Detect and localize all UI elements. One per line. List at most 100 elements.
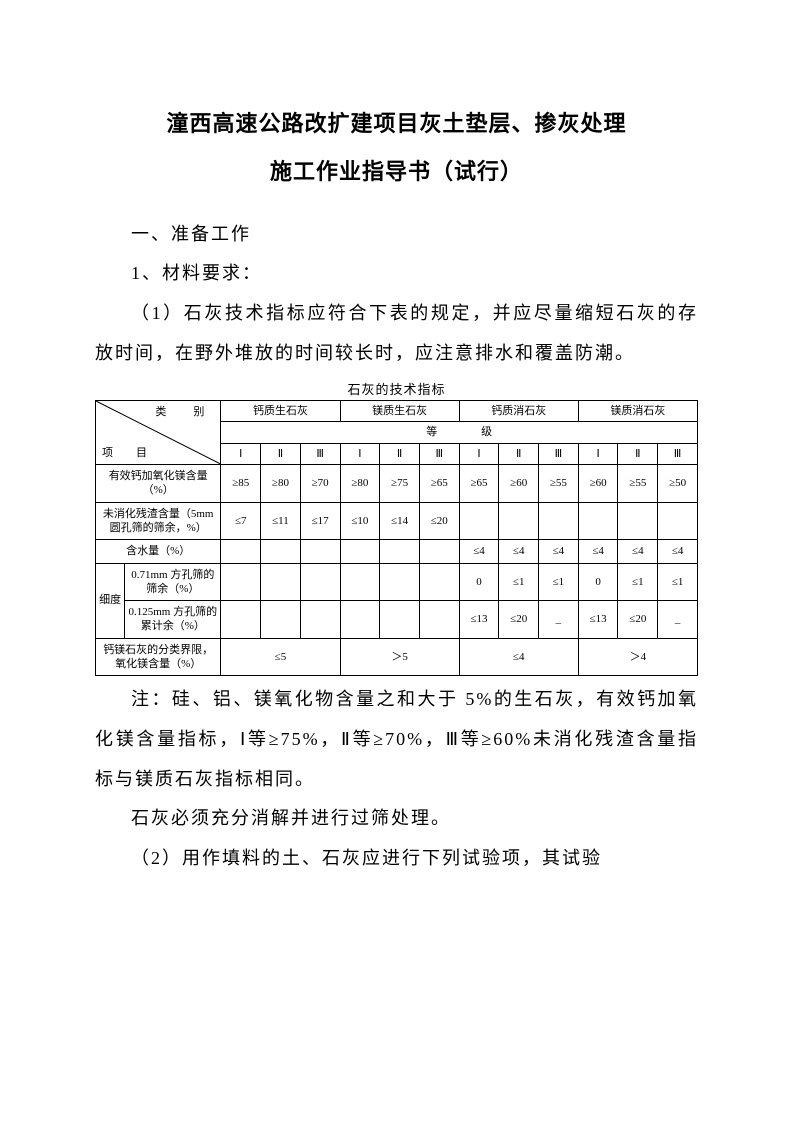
grade-col: Ⅰ: [578, 443, 618, 464]
grade-col: Ⅱ: [618, 443, 658, 464]
grade-col: Ⅱ: [499, 443, 539, 464]
grade-label: 等 级: [221, 422, 698, 443]
cell: ≥70: [300, 465, 340, 503]
cell: ≥65: [459, 465, 499, 503]
cell: ≤4: [539, 540, 579, 563]
grade-col: Ⅲ: [539, 443, 579, 464]
grade-col: Ⅲ: [658, 443, 698, 464]
group-header: 镁质消石灰: [578, 401, 697, 422]
fineness-label: 细度: [96, 563, 125, 638]
spec-table: 类 别 项 目 钙质生石灰 镁质生石灰 钙质消石灰 镁质消石灰 等 级 Ⅰ Ⅱ …: [95, 400, 698, 676]
cell: [300, 563, 340, 601]
table-row: 钙镁石灰的分类界限，氧化镁含量（%） ≤5 ＞5 ≤4 ＞4: [96, 638, 698, 676]
cell: ≥50: [658, 465, 698, 503]
cell: ≥65: [419, 465, 459, 503]
row-label: 0.125mm 方孔筛的累计余（%）: [125, 601, 221, 639]
row-label: 未消化残渣含量（5mm 圆孔筛的筛余，%）: [96, 502, 221, 540]
cell: ≥60: [499, 465, 539, 503]
table-row: 未消化残渣含量（5mm 圆孔筛的筛余，%） ≤7 ≤11 ≤17 ≤10 ≤14…: [96, 502, 698, 540]
group-header: 镁质生石灰: [340, 401, 459, 422]
cell: ≤13: [459, 601, 499, 639]
table-row: 0.125mm 方孔筛的累计余（%） ≤13 ≤20 _ ≤13 ≤20 _: [96, 601, 698, 639]
grade-col: Ⅲ: [419, 443, 459, 464]
cell: ≤14: [380, 502, 420, 540]
cell: ≤4: [499, 540, 539, 563]
cell: [658, 502, 698, 540]
cell: [261, 601, 301, 639]
cell: [340, 563, 380, 601]
grade-col: Ⅰ: [221, 443, 261, 464]
cell: ≤17: [300, 502, 340, 540]
cell: ≥55: [539, 465, 579, 503]
cell: [499, 502, 539, 540]
cell: [340, 601, 380, 639]
row-label: 钙镁石灰的分类界限，氧化镁含量（%）: [96, 638, 221, 676]
section-1-heading: 一、准备工作: [95, 215, 698, 255]
row-label: 含水量（%）: [96, 540, 221, 563]
doc-title-line1: 潼西高速公路改扩建项目灰土垫层、掺灰处理: [95, 100, 698, 148]
cell: [419, 563, 459, 601]
cell: ≥80: [340, 465, 380, 503]
grade-col: Ⅱ: [261, 443, 301, 464]
cell: [221, 601, 261, 639]
cell: ≥55: [618, 465, 658, 503]
cell: _: [658, 601, 698, 639]
cell: [578, 502, 618, 540]
doc-title-line2: 施工作业指导书（试行）: [95, 148, 698, 196]
group-header: 钙质消石灰: [459, 401, 578, 422]
grade-col: Ⅰ: [459, 443, 499, 464]
table-note: 注：硅、铝、镁氧化物含量之和大于 5%的生石灰，有效钙加氧化镁含量指标，Ⅰ等≥7…: [95, 680, 698, 799]
cell: [618, 502, 658, 540]
paragraph-3: （2）用作填料的土、石灰应进行下列试验项，其试验: [95, 839, 698, 879]
cell: [221, 563, 261, 601]
cell: [261, 540, 301, 563]
cell: [459, 502, 499, 540]
cell: ≤7: [221, 502, 261, 540]
cell: ≥85: [221, 465, 261, 503]
grade-col: Ⅱ: [380, 443, 420, 464]
cell: ≤4: [618, 540, 658, 563]
cell: 0: [459, 563, 499, 601]
cell: [300, 601, 340, 639]
cell: ≤4: [459, 540, 499, 563]
row-label: 0.71mm 方孔筛的筛余（%）: [125, 563, 221, 601]
cell: [419, 601, 459, 639]
cell: ≤1: [499, 563, 539, 601]
cell: ≤1: [618, 563, 658, 601]
cell: ＞4: [578, 638, 697, 676]
cell: ≤4: [459, 638, 578, 676]
table-row: 有效钙加氧化镁含量（%） ≥85 ≥80 ≥70 ≥80 ≥75 ≥65 ≥65…: [96, 465, 698, 503]
row-label: 有效钙加氧化镁含量（%）: [96, 465, 221, 503]
paragraph-2: 石灰必须充分消解并进行过筛处理。: [95, 799, 698, 839]
cell: ＞5: [340, 638, 459, 676]
cell: ≤4: [578, 540, 618, 563]
cell: ≤5: [221, 638, 340, 676]
cell: [380, 601, 420, 639]
corner-cell: 类 别 项 目: [96, 401, 221, 465]
cell: ≤20: [499, 601, 539, 639]
cell: ≤20: [419, 502, 459, 540]
cell: ≤4: [658, 540, 698, 563]
table-header-row-1: 类 别 项 目 钙质生石灰 镁质生石灰 钙质消石灰 镁质消石灰: [96, 401, 698, 422]
cell: _: [539, 601, 579, 639]
cell: ≥75: [380, 465, 420, 503]
cell: [380, 540, 420, 563]
cell: ≤10: [340, 502, 380, 540]
cell: [221, 540, 261, 563]
cell: ≤11: [261, 502, 301, 540]
table-row: 细度 0.71mm 方孔筛的筛余（%） 0 ≤1 ≤1 0 ≤1 ≤1: [96, 563, 698, 601]
cell: [340, 540, 380, 563]
grade-col: Ⅰ: [340, 443, 380, 464]
cell: ≥60: [578, 465, 618, 503]
cell: ≥80: [261, 465, 301, 503]
corner-bottom-label: 项 目: [102, 446, 153, 460]
paragraph-1: （1）石灰技术指标应符合下表的规定，并应尽量缩短石灰的存放时间，在野外堆放的时间…: [95, 294, 698, 373]
cell: 0: [578, 563, 618, 601]
cell: [380, 563, 420, 601]
grade-col: Ⅲ: [300, 443, 340, 464]
item-1-heading: 1、材料要求：: [95, 254, 698, 294]
cell: ≤1: [658, 563, 698, 601]
cell: [300, 540, 340, 563]
corner-top-label: 类 别: [155, 405, 212, 419]
cell: ≤20: [618, 601, 658, 639]
